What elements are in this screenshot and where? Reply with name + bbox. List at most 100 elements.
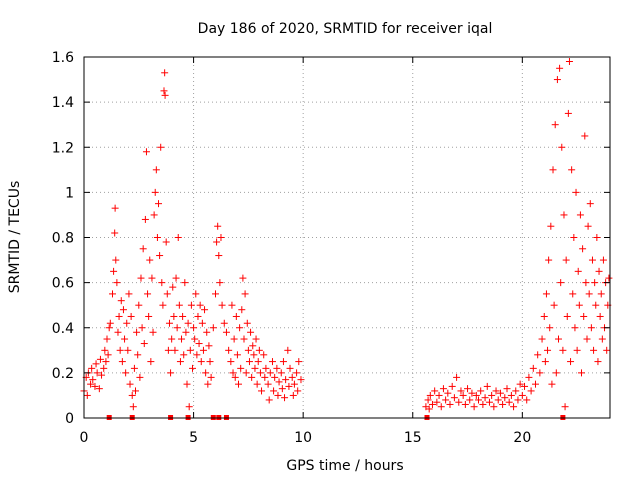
data-point [597,290,605,298]
data-point [161,91,169,99]
data-point [575,301,583,309]
data-point [510,403,518,411]
data-point [455,398,463,406]
data-point [150,211,158,219]
data-point [116,346,124,354]
data-point [592,301,600,309]
data-point [569,290,577,298]
data-point [193,351,201,359]
data-point [542,290,550,298]
data-point [160,87,168,95]
data-point [220,319,228,327]
data-point [567,358,575,366]
data-point [138,324,146,332]
data-point [466,396,474,404]
data-point [222,328,230,336]
data-point [297,376,305,384]
data-point [549,166,557,174]
data-point [124,346,132,354]
data-point [92,360,100,368]
data-point [258,387,266,395]
data-point [444,389,452,397]
data-point [523,396,531,404]
data-point [140,340,148,348]
data-point [585,290,593,298]
data-point [96,355,104,363]
data-point [172,274,180,282]
data-point [180,351,188,359]
data-point [103,335,111,343]
data-point [191,335,199,343]
data-point [119,306,127,314]
data-point [102,358,110,366]
data-point [169,283,177,291]
data-point [217,234,225,241]
data-point [424,396,432,404]
y-tick-label: 1.4 [52,95,74,111]
grid-lines [84,57,610,418]
data-point [249,342,257,350]
data-point [248,373,256,381]
data-point [238,306,246,314]
data-point [425,405,433,413]
data-point [121,335,129,343]
data-point [187,301,195,309]
data-point [503,385,511,393]
data-point [129,403,137,411]
data-point [231,373,239,381]
chart-title: Day 186 of 2020, SRMTID for receiver iqa… [198,21,493,37]
data-point [579,245,587,253]
data-point [141,215,149,223]
data-point [149,328,157,336]
data-point [512,387,520,395]
data-points [80,58,613,420]
data-point [293,369,301,377]
data-point [270,387,278,395]
data-point [233,351,241,359]
data-point [475,396,482,404]
data-point [104,351,112,359]
data-point [501,394,509,402]
data-point [253,380,261,388]
data-point [582,279,590,287]
data-point [123,319,131,327]
data-point [201,306,209,314]
y-tick-label: 1 [65,185,74,201]
data-point [88,364,96,372]
data-point [481,394,489,402]
data-point [505,398,513,406]
data-point [198,319,206,327]
data-point [483,382,491,390]
data-point [192,290,200,298]
data-point [247,328,255,336]
data-point [282,376,290,384]
data-point [477,387,485,395]
data-point [562,256,570,264]
data-point [529,364,537,372]
data-point [178,335,186,343]
data-point [139,245,147,253]
data-point [496,389,504,397]
data-point [559,346,567,354]
data-point [453,373,461,381]
data-point [583,335,591,343]
data-point [527,387,535,395]
data-point [295,358,303,366]
data-point [108,290,116,298]
data-point [254,358,262,366]
data-point [106,319,114,327]
data-point [232,312,240,320]
data-point [550,301,558,309]
data-point [93,369,101,377]
data-point [590,346,598,354]
data-point [536,369,544,377]
data-point [136,373,144,381]
data-point [173,324,181,332]
y-tick-label: 0 [65,411,74,427]
data-point [213,238,221,246]
data-point [132,387,140,395]
data-point [240,335,248,343]
data-point [175,301,183,309]
data-point [251,364,259,372]
data-point [151,188,159,196]
